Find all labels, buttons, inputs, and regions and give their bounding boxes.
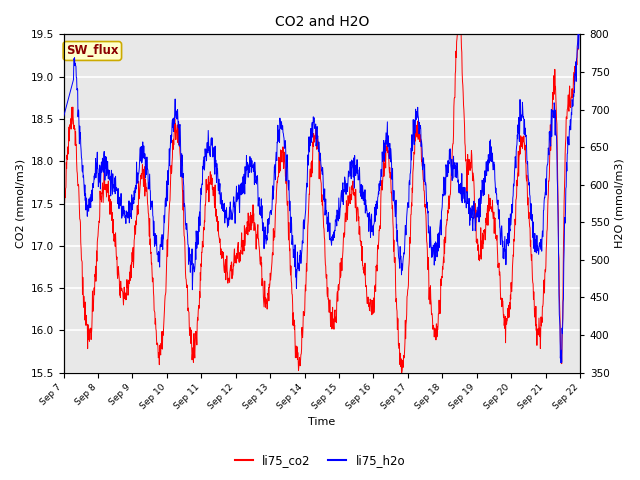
Legend: li75_co2, li75_h2o: li75_co2, li75_h2o [230, 449, 410, 472]
Y-axis label: H2O (mmol/m3): H2O (mmol/m3) [615, 158, 625, 248]
X-axis label: Time: Time [308, 417, 335, 427]
Y-axis label: CO2 (mmol/m3): CO2 (mmol/m3) [15, 159, 25, 248]
Title: CO2 and H2O: CO2 and H2O [275, 15, 369, 29]
Text: SW_flux: SW_flux [66, 45, 118, 58]
